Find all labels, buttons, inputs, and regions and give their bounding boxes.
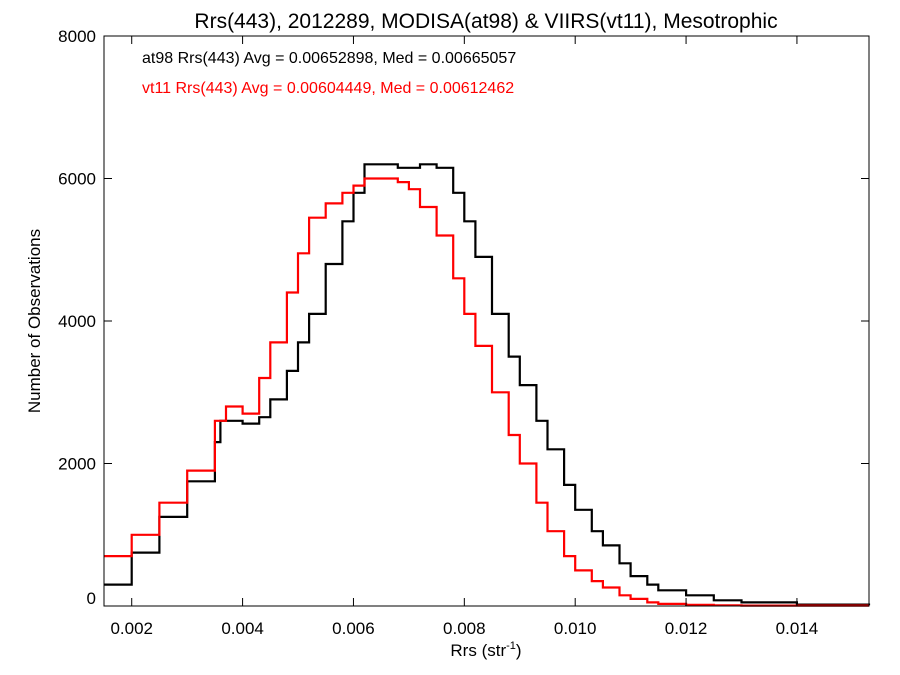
x-tick-label: 0.002 [110,619,153,638]
x-tick-label: 0.014 [776,619,819,638]
x-axis-label-close: ) [516,641,522,660]
plot-frame [103,35,870,607]
chart-title: Rrs(443), 2012289, MODISA(at98) & VIIRS(… [194,10,777,33]
y-axis: 0 2000 4000 6000 8000 [58,27,869,608]
x-axis-label: Rrs (str-1) [450,640,521,660]
annotation-at98: at98 Rrs(443) Avg = 0.00652898, Med = 0.… [142,50,516,67]
y-tick-label: 8000 [58,27,96,46]
x-tick-label: 0.006 [332,619,375,638]
x-tick-label: 0.004 [221,619,264,638]
x-tick-label: 0.008 [443,619,486,638]
y-tick-label: 6000 [58,170,96,189]
y-tick-label: 0 [87,589,96,608]
series-line-at98 [104,163,871,606]
series-line-vt11 [104,177,869,607]
y-tick-label: 2000 [58,455,96,474]
x-axis-label-main: Rrs (str [450,641,506,660]
x-tick-label: 0.012 [665,619,708,638]
series-layer [104,163,871,607]
x-tick-label: 0.010 [554,619,597,638]
x-axis-label-sup: -1 [506,640,516,652]
x-axis: 0.002 0.004 0.006 0.008 0.010 0.012 0.014 [110,36,818,638]
y-axis-label: Number of Observations [25,229,44,413]
y-tick-label: 4000 [58,312,96,331]
annotation-vt11: vt11 Rrs(443) Avg = 0.00604449, Med = 0.… [142,80,514,97]
